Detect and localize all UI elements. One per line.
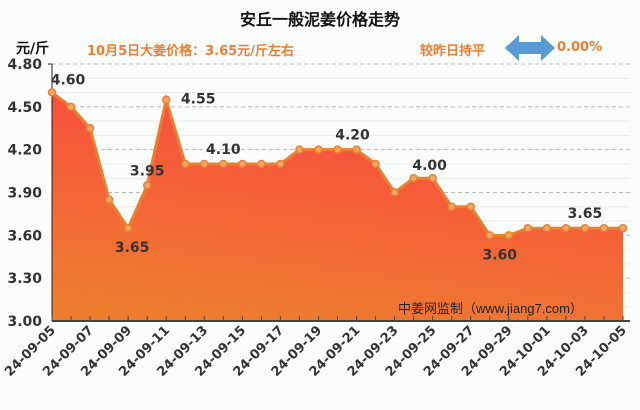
data-point	[66, 102, 76, 112]
data-label: 4.55	[181, 92, 216, 108]
y-tick-label: 3.00	[7, 314, 42, 330]
y-tick-label: 3.90	[7, 186, 42, 202]
data-point	[104, 195, 114, 204]
y-tick-label: 4.50	[7, 100, 42, 116]
data-point	[561, 223, 571, 233]
current-price-text: 10月5日大姜价格：3.65元/斤左右	[87, 44, 294, 59]
data-point	[161, 95, 171, 104]
double-arrow-icon	[505, 35, 555, 61]
compare-text: 较昨日持平	[420, 44, 486, 59]
y-tick-label: 4.80	[7, 57, 42, 73]
data-point	[618, 223, 628, 233]
data-label: 4.00	[412, 158, 447, 174]
data-point	[142, 181, 152, 190]
data-point	[409, 173, 418, 183]
data-point	[504, 231, 514, 240]
data-point	[295, 145, 304, 154]
change-percent: 0.00%	[557, 40, 603, 55]
data-point	[447, 202, 456, 212]
data-point	[352, 145, 361, 154]
data-label: 3.60	[482, 247, 517, 263]
data-point	[599, 223, 609, 233]
data-point	[428, 173, 437, 183]
y-axis-unit: 元/斤	[16, 41, 50, 57]
chart-title: 安丘一般泥姜价格走势	[239, 10, 400, 29]
data-label: 3.65	[115, 240, 150, 256]
data-point	[485, 231, 495, 240]
data-point	[123, 223, 133, 233]
data-label: 4.10	[206, 142, 241, 158]
data-point	[390, 188, 399, 197]
data-point	[238, 159, 247, 169]
data-point	[371, 159, 380, 169]
watermark-annotation: 中姜网监制（www.jiang7.com）	[398, 301, 583, 316]
y-tick-label: 4.20	[7, 143, 42, 159]
data-point	[333, 145, 342, 154]
data-point	[466, 202, 475, 212]
y-tick-label: 3.60	[7, 228, 42, 244]
data-label: 4.20	[335, 128, 370, 144]
data-point	[580, 223, 590, 233]
area-fill	[52, 92, 623, 321]
data-point	[542, 223, 552, 233]
data-point	[47, 88, 57, 97]
data-point	[523, 223, 533, 233]
data-point	[257, 159, 266, 169]
data-point	[180, 159, 190, 169]
y-tick-label: 3.30	[7, 271, 42, 287]
data-label: 4.60	[51, 73, 86, 89]
data-label: 3.95	[130, 163, 165, 179]
data-label: 3.65	[568, 206, 603, 222]
data-point	[85, 124, 95, 133]
data-point	[219, 159, 228, 169]
data-point	[314, 145, 323, 154]
data-point	[200, 159, 209, 169]
data-point	[276, 159, 285, 169]
